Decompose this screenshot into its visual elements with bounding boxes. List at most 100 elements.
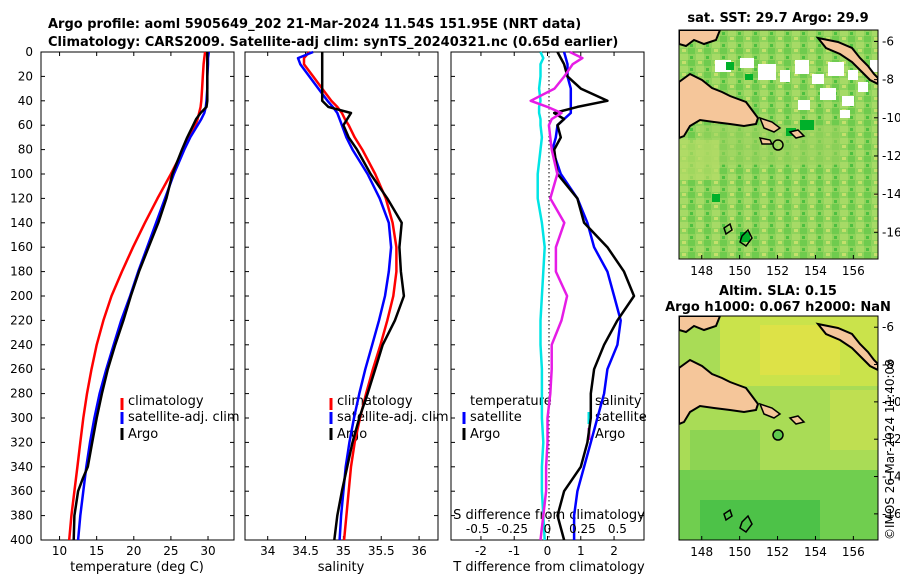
map-lon-label: 154 bbox=[804, 545, 827, 559]
map-lon-label: 156 bbox=[842, 264, 865, 278]
legend-climatology: climatology bbox=[128, 394, 204, 409]
x-tick-label: 15 bbox=[89, 544, 104, 558]
sst-map bbox=[679, 30, 878, 259]
sla-profile-marker bbox=[772, 429, 784, 441]
depth-tick-label: 320 bbox=[10, 435, 33, 449]
sla-map-title-line1: Altim. SLA: 0.15 bbox=[719, 284, 837, 299]
x-tick-label: 20 bbox=[126, 544, 141, 558]
legend-satellite-adj: satellite-adj. clim bbox=[128, 410, 240, 425]
x-tick-label: 36 bbox=[411, 544, 426, 558]
map-lat-label: -6 bbox=[882, 320, 894, 334]
difference-plot: -2 -1 0 1 2 bbox=[475, 51, 636, 558]
x-tick-label: 25 bbox=[163, 544, 178, 558]
map-lon-label: 148 bbox=[690, 264, 713, 278]
map-lat-label: -14 bbox=[882, 470, 900, 484]
x-tick-label: -1 bbox=[508, 544, 520, 558]
x-tick-label: 2 bbox=[610, 544, 618, 558]
difference-legend: temperature satellite Argo salinity sate… bbox=[462, 394, 647, 442]
series-line-t-argo bbox=[552, 51, 636, 541]
depth-tick-label: 180 bbox=[10, 265, 33, 279]
s-difference-xlabel: S difference from climatology bbox=[453, 508, 645, 523]
depth-tick-label: 240 bbox=[10, 338, 33, 352]
depth-tick-label: 200 bbox=[10, 289, 33, 303]
sst-map-title: sat. SST: 29.7 Argo: 29.9 bbox=[687, 11, 868, 26]
s-tick-label: -0.25 bbox=[497, 522, 528, 536]
map-lon-label: 156 bbox=[842, 545, 865, 559]
map-lat-label: -10 bbox=[882, 395, 900, 409]
map-lon-label: 150 bbox=[728, 264, 751, 278]
legend-salinity-title: salinity bbox=[595, 394, 642, 409]
t-difference-xlabel: T difference from climatology bbox=[452, 560, 645, 575]
depth-tick-label: 20 bbox=[18, 69, 33, 83]
map-lat-label: -8 bbox=[882, 358, 894, 372]
x-tick-label: 34.5 bbox=[292, 544, 319, 558]
map-lat-label: -12 bbox=[882, 149, 900, 163]
legend-t-argo: Argo bbox=[470, 427, 500, 442]
depth-tick-label: 260 bbox=[10, 362, 33, 376]
sla-island-newbritain bbox=[815, 322, 878, 372]
sst-profile-marker bbox=[772, 139, 784, 151]
series-line-argo bbox=[320, 52, 406, 541]
series-line-satellite-adj-clim bbox=[76, 51, 211, 541]
series-line-t-satellite bbox=[551, 51, 622, 540]
map-lat-label: -12 bbox=[882, 432, 900, 446]
map-lon-label: 150 bbox=[728, 545, 751, 559]
depth-tick-label: 0 bbox=[25, 45, 33, 59]
depth-tick-label: 80 bbox=[18, 143, 33, 157]
sla-map bbox=[679, 316, 878, 540]
depth-tick-label: 340 bbox=[10, 460, 33, 474]
map-lon-label: 154 bbox=[804, 264, 827, 278]
temperature-legend: climatology satellite-adj. clim Argo bbox=[120, 394, 240, 442]
sla-map-ticks: 148 150 152 154 156 -6 -8 -10 -12 -14 -16 bbox=[690, 320, 900, 559]
depth-tick-label: 280 bbox=[10, 387, 33, 401]
legend-temperature-title: temperature bbox=[470, 394, 552, 409]
figure-title-line1: Argo profile: aoml 5905649_202 21-Mar-20… bbox=[48, 17, 581, 32]
s-tick-label: 0.25 bbox=[569, 522, 596, 536]
x-tick-label: 0 bbox=[544, 544, 552, 558]
sla-land-mainland bbox=[679, 358, 760, 426]
x-tick-label: 10 bbox=[52, 544, 67, 558]
series-line-s-satellite bbox=[536, 51, 546, 541]
x-tick-label: 35 bbox=[336, 544, 351, 558]
depth-tick-label: 380 bbox=[10, 509, 33, 523]
depth-tick-label: 120 bbox=[10, 191, 33, 205]
s-tick-label: -0.5 bbox=[466, 522, 489, 536]
legend-climatology: climatology bbox=[337, 394, 413, 409]
temperature-plot: 10 15 20 25 30 bbox=[52, 51, 216, 558]
depth-tick-label: 40 bbox=[18, 94, 33, 108]
legend-t-satellite: satellite bbox=[470, 410, 522, 425]
map-lat-label: -16 bbox=[882, 507, 900, 521]
sst-island-newbritain bbox=[815, 36, 878, 86]
sst-map-ticks: 148 150 152 154 156 -6 -8 -10 -12 -14 -16 bbox=[690, 34, 900, 278]
series-line-argo bbox=[72, 52, 209, 541]
depth-tick-label: 140 bbox=[10, 216, 33, 230]
x-tick-label: 34 bbox=[260, 544, 275, 558]
map-lon-label: 152 bbox=[766, 545, 789, 559]
depth-tick-label: 360 bbox=[10, 484, 33, 498]
temperature-panel bbox=[40, 51, 235, 541]
temperature-xlabel: temperature (deg C) bbox=[70, 560, 204, 575]
depth-tick-label: 100 bbox=[10, 167, 33, 181]
map-lon-label: 148 bbox=[690, 545, 713, 559]
depth-tick-label: 60 bbox=[18, 118, 33, 132]
salinity-plot: 34 34.5 35 35.5 36 bbox=[260, 50, 427, 558]
x-tick-label: -2 bbox=[475, 544, 487, 558]
map-lat-label: -14 bbox=[882, 187, 900, 201]
s-tick-label: 0.5 bbox=[608, 522, 627, 536]
sst-land-mainland bbox=[679, 72, 760, 140]
depth-tick-label: 160 bbox=[10, 240, 33, 254]
imos-credit: ©IMOS 26-Mar-2024 11:40:08 bbox=[883, 359, 897, 540]
map-lat-label: -16 bbox=[882, 225, 900, 239]
sla-map-title-line2: Argo h1000: 0.067 h2000: NaN bbox=[665, 300, 891, 315]
legend-s-satellite: satellite bbox=[595, 410, 647, 425]
legend-s-argo: Argo bbox=[595, 427, 625, 442]
x-tick-label: 1 bbox=[577, 544, 585, 558]
s-difference-plot: -0.5 -0.25 0 0.25 0.5 bbox=[466, 50, 627, 541]
legend-satellite-adj: satellite-adj. clim bbox=[337, 410, 449, 425]
map-lat-label: -10 bbox=[882, 111, 900, 125]
depth-tick-label: 300 bbox=[10, 411, 33, 425]
sst-land-north bbox=[679, 30, 722, 48]
sla-land-north bbox=[679, 316, 722, 334]
salinity-legend: climatology satellite-adj. clim Argo bbox=[329, 394, 449, 442]
map-lon-label: 152 bbox=[766, 264, 789, 278]
